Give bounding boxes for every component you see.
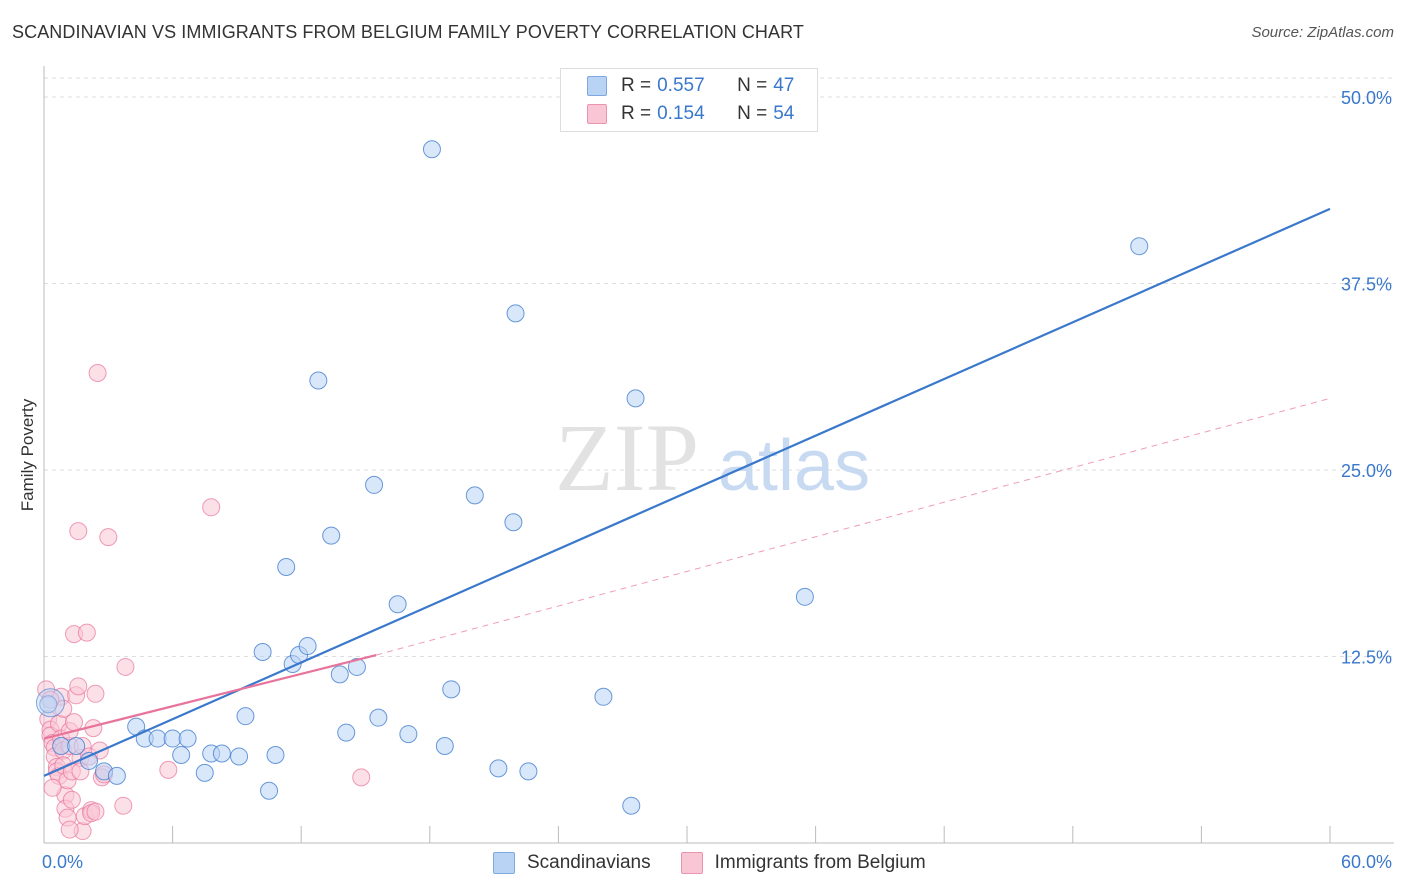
scandinavian-point: [52, 737, 71, 756]
scandinavian-point: [107, 766, 126, 785]
scandinavian-point: [422, 140, 441, 159]
scandinavian-point: [260, 781, 279, 800]
scandinavian-point: [626, 389, 645, 408]
scandinavian-point: [67, 737, 86, 756]
belgium-point: [69, 522, 88, 541]
scandinavian-point: [195, 763, 214, 782]
belgium-point: [159, 760, 178, 779]
belgium-point: [352, 768, 371, 787]
belgium-point: [62, 790, 81, 809]
legend-item-scandinavians: Scandinavians: [493, 852, 651, 874]
belgium-point: [69, 677, 88, 696]
scandinavian-point: [309, 371, 328, 390]
watermark: ZIP atlas: [555, 404, 870, 511]
belgium-point: [77, 623, 96, 642]
belgium-point: [86, 684, 105, 703]
watermark-atlas: atlas: [718, 426, 870, 506]
scandinavian-point-large: [35, 688, 65, 718]
x-tick-min: 0.0%: [42, 852, 84, 872]
scandinavian-point: [178, 729, 197, 748]
n-label: N =: [737, 75, 768, 96]
scandinavian-point: [266, 745, 285, 764]
scandinavian-point: [594, 687, 613, 706]
scandinavian-point: [337, 723, 356, 742]
scandinavian-point: [465, 486, 484, 505]
watermark-zip: ZIP: [555, 404, 699, 511]
belgium-point: [43, 778, 62, 797]
n-value: 54: [773, 103, 795, 124]
scandinavian-point: [506, 304, 525, 323]
belgium-trend-line: [43, 653, 377, 740]
scandinavian-point: [148, 729, 167, 748]
legend-swatch-pink: [587, 104, 607, 124]
legend-swatch-pink: [680, 852, 703, 874]
y-tick-label: 25.0%: [1341, 461, 1392, 481]
legend-row-belgium: R = 0.154 N = 54: [587, 101, 794, 127]
y-tick-labels: 12.5% 25.0% 37.5% 50.0%: [1341, 88, 1392, 668]
r-label: R =: [621, 103, 652, 124]
scandinavian-point: [442, 680, 461, 699]
axes: [43, 66, 1394, 844]
belgium-point: [114, 796, 133, 815]
r-value: 0.557: [657, 75, 705, 96]
belgium-point: [202, 498, 221, 517]
legend-label-belgium: Immigrants from Belgium: [714, 852, 926, 873]
scandinavian-point: [435, 737, 454, 756]
scandinavian-point: [347, 657, 366, 676]
scandinavian-point: [369, 708, 388, 727]
y-tick-label: 37.5%: [1341, 275, 1392, 295]
scandinavian-point: [795, 587, 814, 606]
scandinavian-point: [212, 744, 231, 763]
n-value: 47: [773, 75, 795, 96]
scandinavian-point: [230, 747, 249, 766]
scandinavian-point: [399, 725, 418, 744]
scandinavian-point: [236, 707, 255, 726]
legend-label-scandinavians: Scandinavians: [527, 852, 651, 873]
scandinavian-trend-line: [43, 207, 1331, 777]
scandinavian-point: [277, 557, 296, 576]
scandinavian-point: [298, 637, 317, 656]
scandinavian-point: [172, 745, 191, 764]
chart-title: SCANDINAVIAN VS IMMIGRANTS FROM BELGIUM …: [12, 22, 804, 42]
scandinavian-point: [330, 665, 349, 684]
belgium-point: [60, 820, 79, 839]
trend-lines: [43, 207, 1331, 777]
belgium-point: [88, 364, 107, 383]
r-label: R =: [621, 75, 652, 96]
scandinavian-point: [504, 513, 523, 532]
legend-swatch-blue: [493, 852, 515, 874]
series-legend: Scandinavians Immigrants from Belgium: [493, 852, 956, 874]
gridlines: [44, 77, 1394, 657]
source-label: Source: ZipAtlas.com: [1251, 24, 1394, 41]
r-value: 0.154: [657, 103, 705, 124]
scandinavian-point: [365, 475, 384, 494]
scandinavian-point: [519, 762, 538, 781]
n-label: N =: [737, 103, 768, 124]
y-tick-label: 50.0%: [1341, 88, 1392, 108]
legend-row-scandinavians: R = 0.557 N = 47: [587, 73, 794, 99]
scandinavian-point: [253, 643, 272, 662]
scandinavian-point: [489, 759, 508, 778]
belgium-point: [86, 802, 105, 821]
correlation-legend: R = 0.557 N = 47 R = 0.154 N = 54: [560, 68, 818, 132]
belgium-point: [116, 657, 135, 676]
scandinavian-point: [388, 595, 407, 614]
scandinavian-point: [39, 695, 58, 714]
scandinavian-point: [622, 796, 641, 815]
scandinavian-point: [1130, 237, 1149, 256]
scandinavian-point: [163, 729, 182, 748]
legend-item-belgium: Immigrants from Belgium: [680, 852, 926, 874]
y-tick-label: 12.5%: [1341, 648, 1392, 668]
scandinavian-point: [322, 526, 341, 545]
belgium-point: [99, 528, 118, 547]
x-tick-max: 60.0%: [1340, 852, 1392, 872]
legend-swatch-blue: [587, 76, 607, 96]
